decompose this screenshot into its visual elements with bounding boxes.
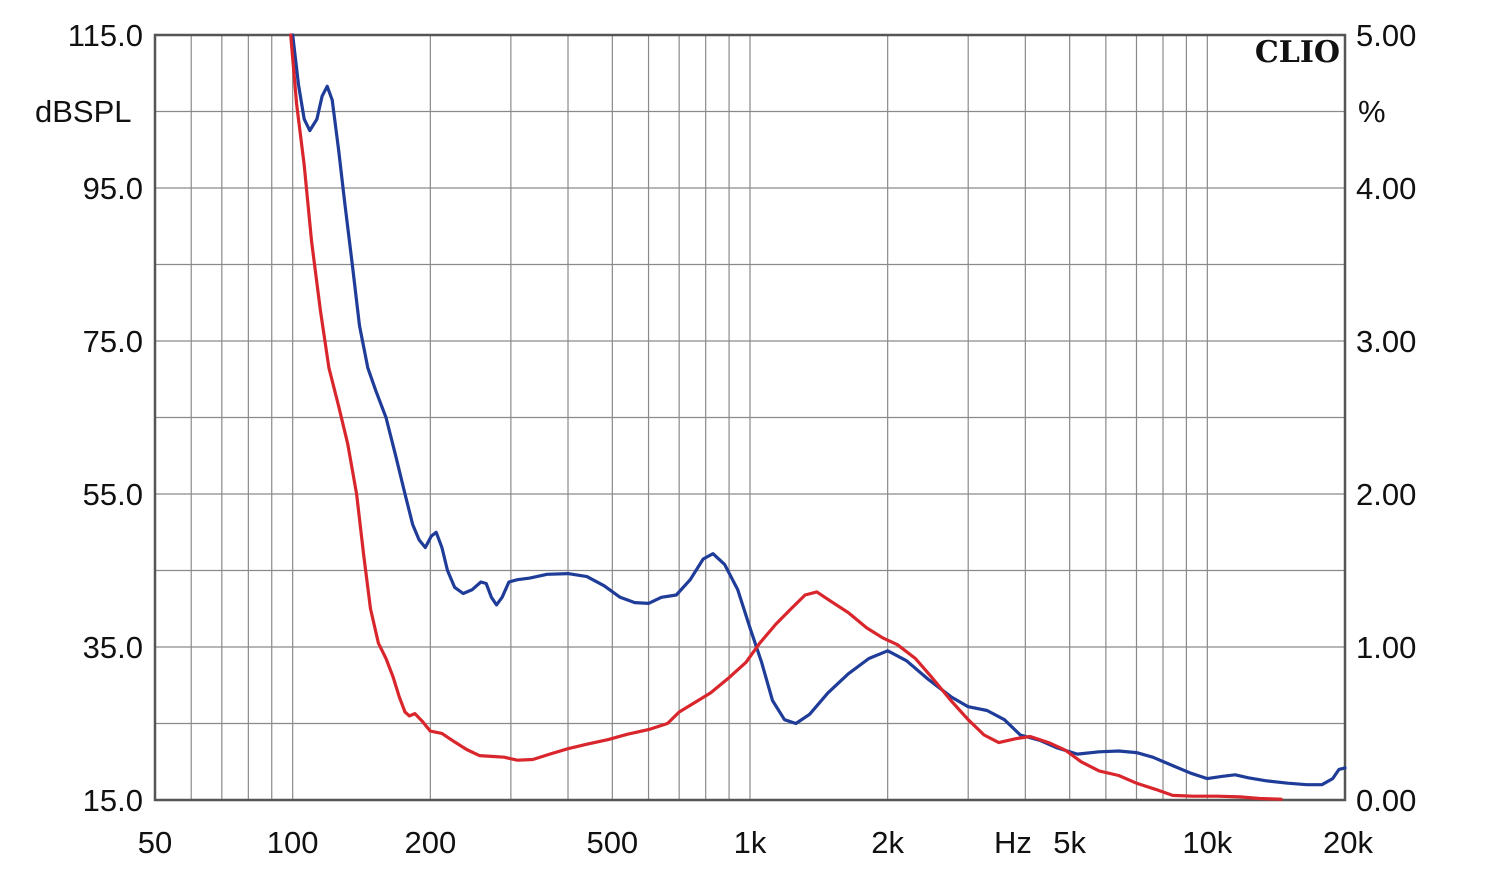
x-tick-label: 1k <box>734 825 767 860</box>
y-left-tick-label: 35.0 <box>83 630 143 665</box>
x-tick-labels: 50 100 200 500 1k 2k 5k 10k 20k <box>138 825 1374 860</box>
y-right-tick-label: 5.00 <box>1356 18 1416 53</box>
y-right-tick-label: 3.00 <box>1356 324 1416 359</box>
x-tick-label: 100 <box>267 825 319 860</box>
x-tick-label: 20k <box>1323 825 1373 860</box>
y-right-tick-labels: 0.00 1.00 2.00 3.00 4.00 5.00 <box>1356 18 1416 818</box>
grid <box>154 34 1346 801</box>
y-left-tick-labels: 15.0 35.0 55.0 75.0 95.0 115.0 <box>68 18 143 818</box>
x-tick-label: 50 <box>138 825 172 860</box>
y-left-tick-label: 55.0 <box>83 477 143 512</box>
y-left-tick-label: 75.0 <box>83 324 143 359</box>
plot-frame <box>153 33 1347 802</box>
x-tick-label: 200 <box>404 825 456 860</box>
y-left-tick-label: 115.0 <box>68 18 143 53</box>
series-line-2 <box>289 33 1283 801</box>
series-layer <box>289 33 1347 801</box>
clio-brand-logo: CLIO <box>1255 35 1340 70</box>
y-left-tick-label: 95.0 <box>83 171 143 206</box>
x-axis-unit-label: Hz <box>994 825 1032 860</box>
y-left-axis-label: dBSPL <box>35 94 132 129</box>
y-right-axis-label: % <box>1358 94 1386 129</box>
x-tick-label: 5k <box>1053 825 1086 860</box>
y-right-tick-label: 2.00 <box>1356 477 1416 512</box>
x-tick-label: 2k <box>871 825 904 860</box>
x-tick-label: 500 <box>586 825 638 860</box>
y-right-tick-label: 0.00 <box>1356 783 1416 818</box>
x-tick-label: 10k <box>1182 825 1232 860</box>
series-line-1 <box>291 33 1347 787</box>
y-left-tick-label: 15.0 <box>83 783 143 818</box>
y-right-tick-label: 4.00 <box>1356 171 1416 206</box>
y-right-tick-label: 1.00 <box>1356 630 1416 665</box>
